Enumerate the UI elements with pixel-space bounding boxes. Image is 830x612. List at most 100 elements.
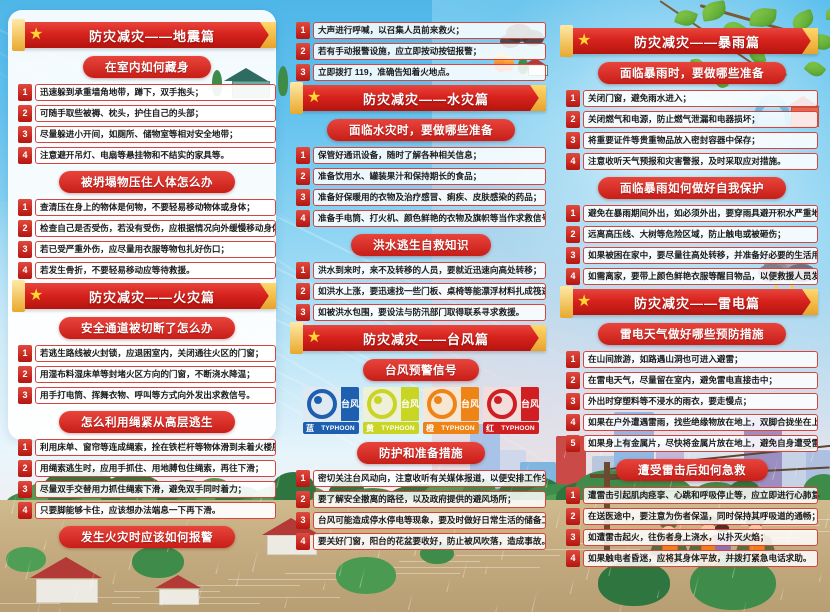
typhoon-swirl-icon (423, 387, 461, 421)
group-title: 安全通道被切断了怎么办 (59, 317, 235, 339)
list-item: 1 密切关注台风动向，注意收听有关媒体报道，以便安排工作生活； (296, 470, 546, 487)
group-title: 防护和准备措施 (357, 442, 485, 464)
item-text: 注意收听天气预报和灾害警报，及时采取应对措施。 (583, 153, 818, 170)
item-text: 在雷电天气，尽量留在室内，避免雷电直接击中； (583, 372, 818, 389)
list-item: 4 注意避开吊灯、电扇等悬挂物和不结实的家具等。 (18, 147, 276, 164)
list-item: 1 大声进行呼喊，以召集人员前来救火； (296, 22, 546, 39)
floating-bush (132, 545, 184, 578)
item-text: 查清压在身上的物体是何物，不要轻易移动物体或身体； (35, 199, 276, 216)
item-text: 如遭雷击起火，往伤者身上浇水，以扑灭火焰； (583, 529, 818, 546)
group-title: 在室内如何藏身 (83, 56, 211, 78)
list-item: 2 如洪水上涨，要迅速找一些门板、桌椅等能漂浮材料扎成筏逃生； (296, 283, 546, 300)
item-text: 用手打电筒、挥舞衣物、呼叫等方式向外发出求救信号。 (35, 387, 276, 404)
signal-top: 台风 (363, 387, 419, 421)
item-number: 3 (296, 64, 310, 81)
item-text: 密切关注台风动向，注意收听有关媒体报道，以便安排工作生活； (313, 470, 546, 487)
item-list: 1 利用床单、窗帘等连成绳索，拴在铁栏杆等物体滑到未着火楼层； 2 用绳索逃生时，应用… (18, 439, 276, 519)
item-text: 大声进行呼喊，以召集人员前来救火； (313, 22, 546, 39)
item-number: 3 (566, 132, 580, 149)
item-number: 1 (566, 90, 580, 107)
floating-bush (336, 556, 396, 594)
list-item: 1 利用床单、窗帘等连成绳索，拴在铁栏杆等物体滑到未着火楼层； (18, 439, 276, 456)
floating-bush (6, 547, 46, 572)
item-text: 尽量双手交替用力抓住绳索下滑，避免双手同时着力； (35, 481, 276, 498)
signal-en-label: TYPHOON (377, 422, 419, 434)
section-banner: ★ 防灾减灾——暴雨篇 (560, 25, 818, 57)
item-text: 如果触电者昏迷，应将其身体平放，并拨打紧急电话求助。 (583, 550, 818, 567)
signal-bottom: 蓝 TYPHOON (303, 422, 359, 434)
item-list: 1 保管好通讯设备，随时了解各种相关信息； 2 准备饮用水、罐装果汁和保持期长的食品；… (296, 147, 546, 227)
list-item: 4 注意收听天气预报和灾害警报，及时采取应对措施。 (566, 153, 818, 170)
list-item: 2 要了解安全撤离的路径，以及政府提供的避风场所； (296, 491, 546, 508)
column-left: ★ 防灾减灾——地震篇 在室内如何藏身 1 迅速躲到承重墙角地带，蹲下，双手抱头； 2 可随… (12, 19, 288, 554)
item-text: 台风可能造成停水停电等现象，要及时做好日常生活的储备工作； (313, 512, 546, 529)
list-item: 1 若逃生路线被火封锁，应退困室内，关闭通往火区的门窗； (18, 345, 276, 362)
item-text: 要关好门窗，阳台的花盆要收好，防止被风吹落，造成事故。 (313, 533, 546, 550)
signal-level-label: 橙 (423, 422, 437, 434)
item-text: 用湿布料湿床单等封堵火区方向的门窗，不断浇水降温； (35, 366, 276, 383)
item-number: 1 (296, 22, 310, 39)
group-title: 面临暴雨如何做好自我保护 (598, 177, 786, 199)
list-item: 3 尽量躲进小开间，如厕所、储物室等相对安全地带； (18, 126, 276, 143)
signal-en-label: TYPHOON (497, 422, 539, 434)
group-title: 面临暴雨时，要做哪些准备 (598, 62, 786, 84)
item-number: 4 (566, 414, 580, 431)
item-number: 4 (18, 502, 32, 519)
item-text: 在送医途中，要注意为伤者保温，同时保持其呼吸道的通畅； (583, 508, 818, 525)
item-number: 2 (18, 105, 32, 122)
star-icon: ★ (29, 287, 44, 304)
typhoon-signal-row: 台风蓝 TYPHOON 台风黄 TYPHOON 台风橙 TYPHOON 台风红 TYPHOON (296, 387, 546, 434)
typhoon-signal: 台风蓝 TYPHOON (303, 387, 359, 434)
item-number: 2 (566, 372, 580, 389)
list-item: 3 外出时穿塑料等不浸水的雨衣，要走慢点； (566, 393, 818, 410)
item-number: 2 (18, 220, 32, 237)
item-list: 1 在山间旅游，如路遇山洞也可进入避雷； 2 在雷电天气，尽量留在室内，避免雷电直接击… (566, 351, 818, 452)
item-number: 2 (566, 111, 580, 128)
item-number: 4 (296, 533, 310, 550)
item-text: 检查自己是否受伤，若没有受伤，应根据情况向外缓慢移动身体； (35, 220, 276, 237)
item-text: 避免在暴雨期间外出，如必须外出，要穿雨具避开积水严重地段； (583, 205, 818, 222)
item-number: 1 (296, 470, 310, 487)
list-item: 3 如被洪水包围，要设法与防汛部门取得联系寻求救援。 (296, 304, 546, 321)
item-number: 5 (566, 435, 580, 452)
list-item: 3 台风可能造成停水停电等现象，要及时做好日常生活的储备工作； (296, 512, 546, 529)
signal-level-label: 红 (483, 422, 497, 434)
list-item: 1 迅速躲到承重墙角地带，蹲下，双手抱头； (18, 84, 276, 101)
item-text: 在山间旅游，如路遇山洞也可进入避雷； (583, 351, 818, 368)
item-number: 2 (566, 226, 580, 243)
item-text: 准备饮用水、罐装果汁和保持期长的食品； (313, 168, 546, 185)
signal-cn-label: 台风 (461, 387, 479, 421)
signal-top: 台风 (423, 387, 479, 421)
item-number: 2 (296, 491, 310, 508)
signal-bottom: 红 TYPHOON (483, 422, 539, 434)
signal-cn-label: 台风 (401, 387, 419, 421)
list-item: 4 要关好门窗，阳台的花盆要收好，防止被风吹落，造成事故。 (296, 533, 546, 550)
item-number: 3 (18, 387, 32, 404)
item-number: 2 (566, 508, 580, 525)
item-number: 3 (566, 529, 580, 546)
item-number: 4 (18, 262, 32, 279)
group-title: 怎么利用绳紧从高层逃生 (59, 411, 235, 433)
item-number: 1 (566, 487, 580, 504)
utility-pole (604, 462, 610, 552)
list-item: 2 若有手动报警设施，应立即按动按钮报警； (296, 43, 546, 60)
item-list: 1遭雷击引起肌肉痉挛、心跳和呼吸停止等，应立即进行心肺复苏术；2在送医途中，要注… (566, 487, 818, 567)
section-banner: ★ 防灾减灾——水灾篇 (290, 82, 546, 114)
list-item: 4 只要脚能够卡住，应该想办法端息一下再下滑。 (18, 502, 276, 519)
star-icon: ★ (307, 89, 322, 106)
item-number: 3 (296, 189, 310, 206)
item-list: 1 关闭门窗，避免雨水进入； 2 关闭燃气和电源，防止燃气泄漏和电器损坏； 3 将重要证件… (566, 90, 818, 170)
group-title: 洪水逃生自救知识 (351, 234, 491, 256)
item-number: 3 (566, 393, 580, 410)
column-middle: 1 大声进行呼喊，以召集人员前来救火； 2 若有手动报警设施，应立即按动按钮报警； 3 立… (290, 22, 548, 554)
item-number: 2 (296, 43, 310, 60)
list-item: 3 尽量双手交替用力抓住绳索下滑，避免双手同时着力； (18, 481, 276, 498)
list-item: 4 准备手电筒、打火机、颜色鲜艳的衣物及旗帜等当作求救信号。 (296, 210, 546, 227)
item-text: 迅速躲到承重墙角地带，蹲下，双手抱头； (35, 84, 276, 101)
item-number: 1 (566, 205, 580, 222)
item-text: 只要脚能够卡住，应该想办法端息一下再下滑。 (35, 502, 276, 519)
list-item: 1 关闭门窗，避免雨水进入； (566, 90, 818, 107)
item-number: 4 (296, 210, 310, 227)
list-item: 3 用手打电筒、挥舞衣物、呼叫等方式向外发出求救信号。 (18, 387, 276, 404)
item-text: 关闭门窗，避免雨水进入； (583, 90, 818, 107)
